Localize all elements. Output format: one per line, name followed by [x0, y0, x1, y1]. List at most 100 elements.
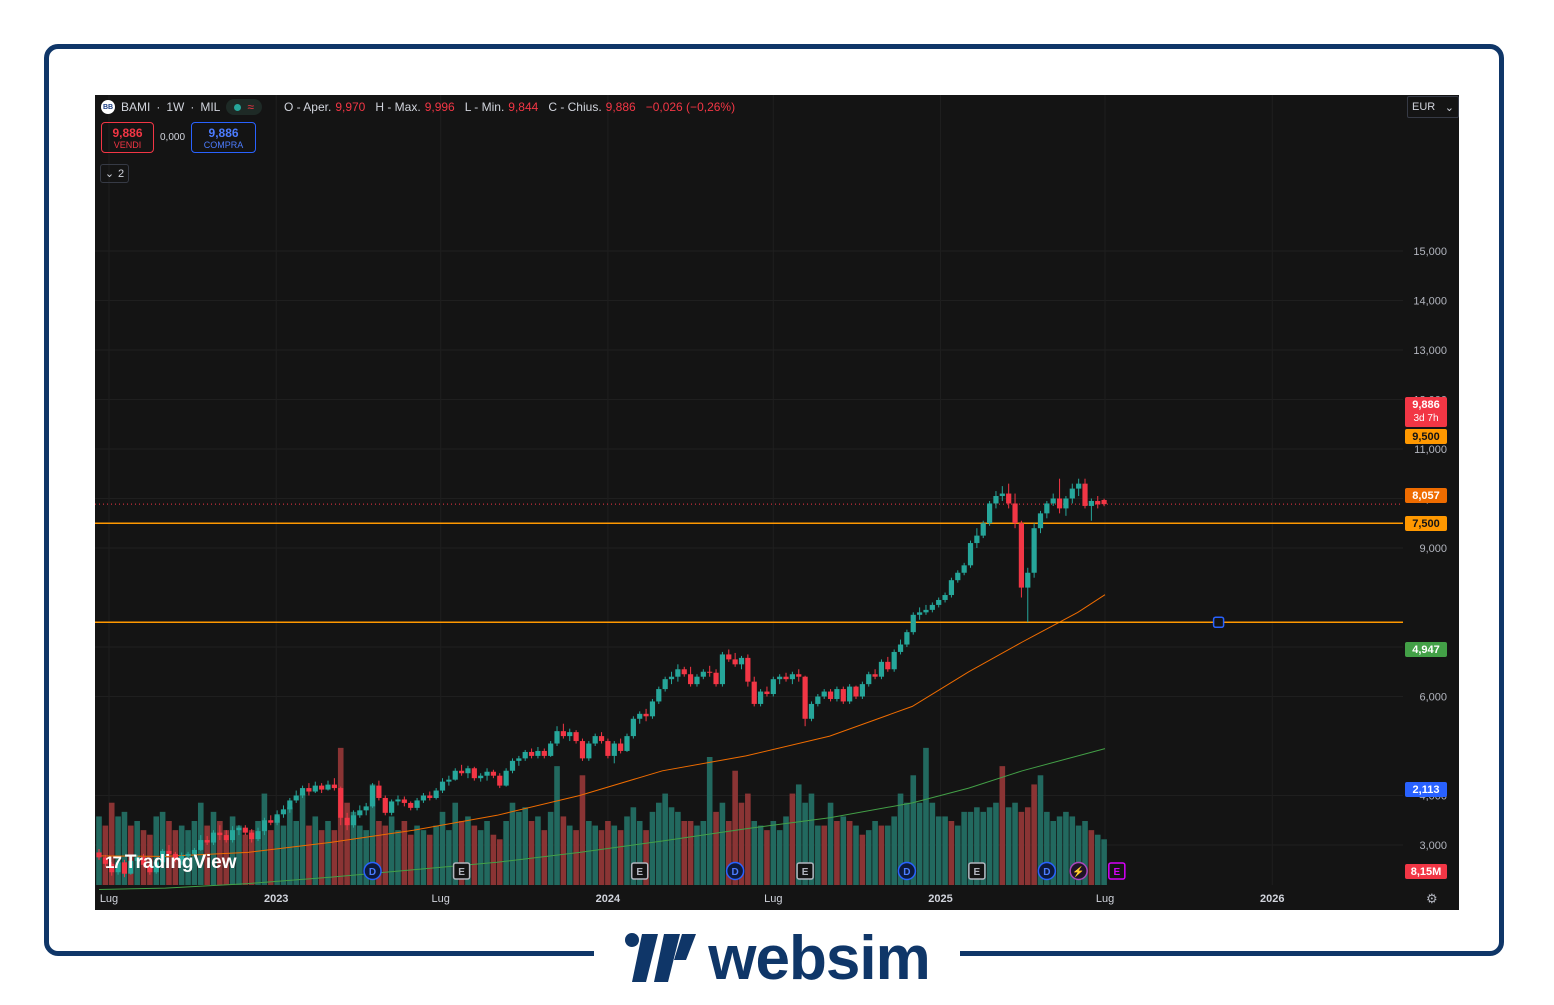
candle-body — [249, 832, 255, 840]
candle-body — [611, 743, 617, 756]
volume-bar — [344, 802, 350, 885]
candle-body — [350, 815, 357, 826]
volume-bar — [681, 821, 688, 885]
volume-bar — [706, 757, 713, 885]
candle-body — [242, 827, 248, 833]
candle-body — [1069, 488, 1075, 499]
candle-body — [586, 743, 592, 759]
symbol-name[interactable]: BAMI — [121, 100, 151, 114]
candle-body — [1063, 498, 1069, 509]
tradingview-wordmark: TradingView — [124, 852, 237, 873]
volume-bar — [153, 816, 160, 885]
volume-bar — [204, 825, 210, 885]
volume-bar — [490, 834, 497, 885]
market-status[interactable]: ≈ — [226, 99, 262, 115]
candle-body — [172, 853, 178, 860]
volume-bar — [363, 830, 369, 885]
settings-icon[interactable]: ⚙ — [1426, 891, 1438, 906]
chart-plot[interactable]: 15,00014,00013,00012,00011,00010,0009,00… — [95, 95, 1459, 910]
chart-header: BB BAMI · 1W · MIL ≈ O - Aper. 9,970 H - … — [101, 99, 741, 115]
candle-body — [560, 731, 566, 737]
candle-body — [179, 855, 185, 860]
candle-body — [458, 770, 465, 774]
candle-body — [191, 849, 198, 854]
event-marker-label: E — [636, 867, 643, 878]
candle-body — [872, 674, 878, 677]
volume-bar — [649, 811, 656, 885]
volume-bar — [325, 821, 331, 885]
candle-body — [1095, 500, 1101, 505]
candle-body — [528, 751, 535, 756]
volume-bar — [916, 802, 923, 885]
candle-body — [255, 831, 261, 840]
candle-body — [866, 674, 872, 685]
volume-bar — [407, 834, 414, 885]
volume-bar — [713, 811, 719, 885]
volume-bar — [846, 821, 853, 885]
candle-body — [757, 691, 764, 704]
candle-body — [726, 654, 732, 660]
volume-bar — [624, 816, 630, 885]
candle-body — [471, 768, 477, 779]
ohlc-values: O - Aper. 9,970 H - Max. 9,996 L - Min. 9,8… — [284, 100, 741, 114]
candle-body — [694, 676, 700, 685]
volume-bar — [783, 816, 789, 885]
volume-bar — [865, 830, 872, 885]
event-marker-label: E — [802, 867, 809, 878]
candle-body — [204, 840, 210, 843]
sell-button[interactable]: 9,886 VENDI — [101, 122, 154, 153]
candle-body — [1025, 572, 1031, 588]
volume-bar — [210, 811, 217, 885]
volume-bar — [236, 825, 242, 885]
volume-bar — [1101, 839, 1107, 885]
volume-bar — [738, 802, 745, 885]
candle-body — [573, 732, 579, 742]
candle-body — [707, 671, 713, 673]
volume-bar — [528, 821, 535, 885]
candle-body — [389, 801, 395, 813]
candle-body — [452, 770, 458, 780]
buy-button[interactable]: 9,886 COMPRA — [191, 122, 257, 153]
candle-body — [1031, 528, 1037, 573]
volume-bar — [522, 807, 529, 885]
last-price-label: 9,886 3d 7h — [1405, 397, 1447, 427]
buy-price: 9,886 — [208, 125, 239, 140]
candle-body — [160, 850, 166, 863]
candle-body — [357, 810, 363, 816]
candle-body — [280, 809, 287, 815]
candle-body — [478, 775, 484, 779]
candle-body — [223, 835, 229, 841]
level-label-high: 9,500 — [1405, 429, 1447, 444]
volume-bar — [999, 766, 1006, 885]
candle-body — [980, 523, 986, 536]
tradingview-watermark[interactable]: 17 TradingView — [105, 852, 237, 874]
candle-body — [153, 862, 159, 873]
candle-body — [198, 840, 204, 850]
volume-bar — [248, 830, 255, 885]
interval[interactable]: 1W — [166, 100, 185, 114]
earnings-marker-icon — [968, 862, 986, 880]
volume-bar — [382, 825, 389, 885]
candle-body — [369, 785, 376, 807]
dividend-marker-icon — [363, 861, 382, 881]
volume-bar — [986, 807, 993, 885]
volume-bar — [942, 816, 948, 885]
candle-body — [382, 797, 388, 813]
candle-body — [942, 595, 948, 600]
volume-bar — [159, 811, 166, 885]
volume-bar — [643, 830, 649, 885]
volume-bar — [961, 811, 967, 885]
spread: 0,000 — [160, 132, 186, 143]
websim-logo: websim — [594, 924, 960, 994]
volume-bar — [923, 747, 929, 885]
volume-bar — [229, 816, 236, 885]
trading-chart[interactable]: 15,00014,00013,00012,00011,00010,0009,00… — [95, 95, 1459, 910]
candle-body — [299, 788, 306, 796]
indicators-toggle[interactable]: ⌄ 2 — [100, 164, 129, 183]
volume-bar — [872, 821, 878, 885]
currency-select[interactable]: EUR ⌄ — [1407, 96, 1459, 118]
candle-body — [764, 691, 770, 695]
ohlc-high-value: 9,996 — [424, 100, 455, 114]
candle-body — [738, 657, 745, 665]
volume-bar — [465, 816, 471, 885]
